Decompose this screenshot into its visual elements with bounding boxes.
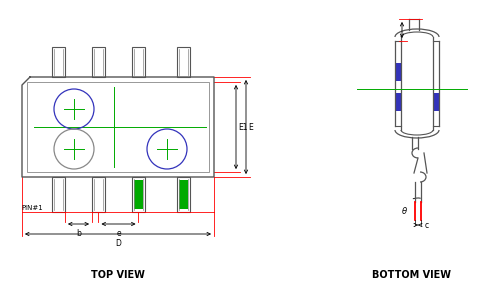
Text: θ: θ [401,207,406,217]
Bar [52,177,65,212]
Text: BOTTOM VIEW: BOTTOM VIEW [372,270,451,280]
Bar [177,47,190,77]
Text: E1: E1 [238,123,247,131]
Bar [177,177,190,212]
Text: TOP VIEW: TOP VIEW [91,270,144,280]
Text: e: e [116,229,120,238]
Text: E: E [248,123,252,131]
Bar [432,93,438,111]
Bar [52,47,65,77]
Bar [132,47,144,77]
Bar [92,47,105,77]
Bar [134,180,143,209]
Text: D: D [115,239,120,248]
Text: c: c [424,221,428,229]
Bar [92,177,105,212]
Bar [27,82,209,172]
Bar [132,177,144,212]
Text: PIN#1: PIN#1 [21,205,43,211]
Bar [394,93,400,111]
Text: b: b [76,229,81,238]
Bar [394,63,400,81]
Bar [179,180,188,209]
